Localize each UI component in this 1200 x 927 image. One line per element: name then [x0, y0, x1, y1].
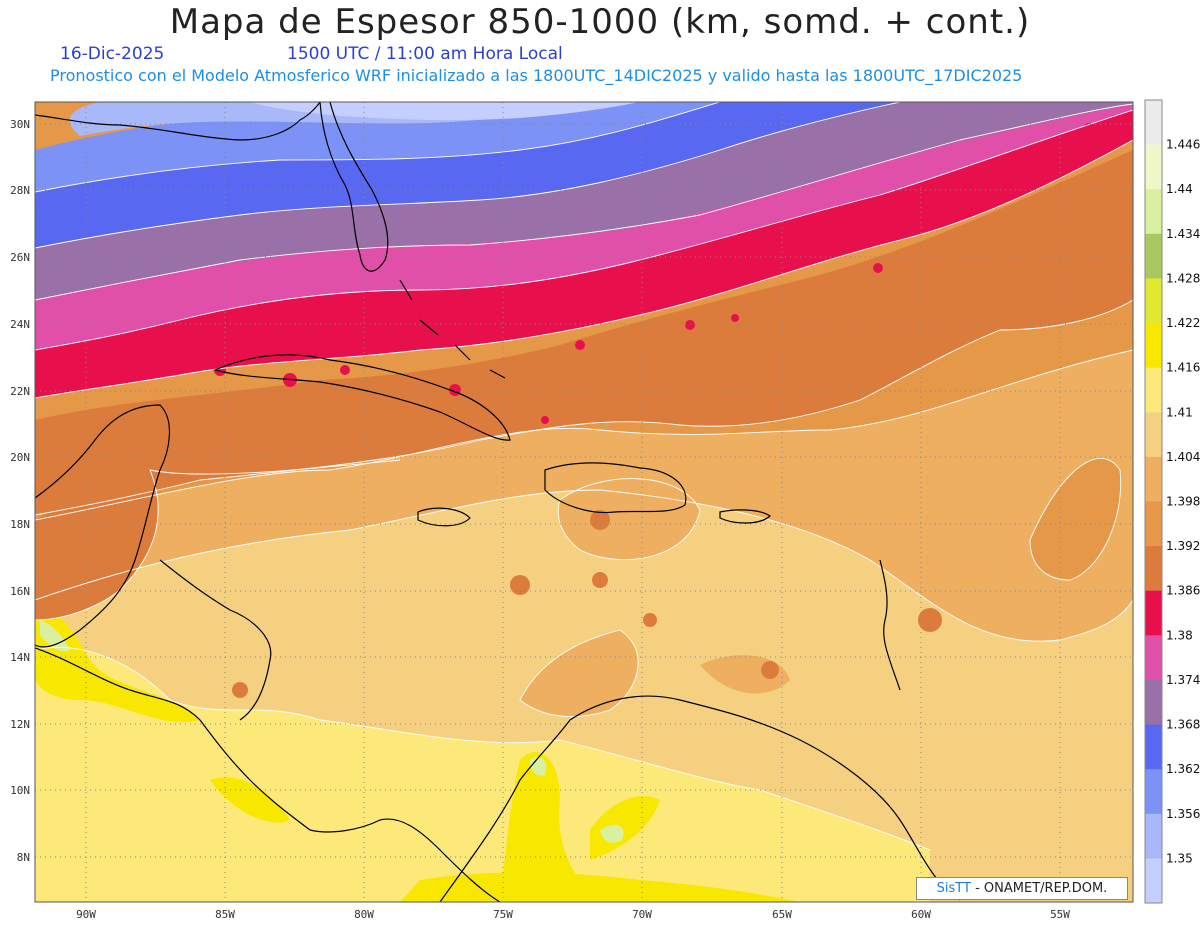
colorbar-label: 1.368: [1166, 718, 1200, 732]
colorbar-swatch: [1145, 100, 1162, 146]
map-frame: [34, 101, 1134, 903]
credit-text: - ONAMET/REP.DOM.: [975, 881, 1108, 896]
colorbar-swatch: [1145, 367, 1162, 413]
shaded-thickness: [35, 102, 1133, 902]
lon-label: 70W: [632, 908, 652, 921]
thickness-contours: [35, 102, 1133, 851]
colorbar-swatch: [1145, 724, 1162, 770]
lat-label: 10N: [10, 784, 30, 797]
colorbar-swatch: [1145, 546, 1162, 592]
colorbar-swatch: [1145, 233, 1162, 279]
colorbar-swatch: [1145, 590, 1162, 636]
lon-label: 90W: [76, 908, 96, 921]
forecast-description: Pronostico con el Modelo Atmosferico WRF…: [50, 66, 1023, 85]
colorbar-label: 1.446: [1166, 138, 1200, 152]
colorbar-label: 1.35: [1166, 851, 1193, 865]
colorbar-label: 1.404: [1166, 450, 1200, 464]
lat-label: 28N: [10, 184, 30, 197]
lon-label: 65W: [772, 908, 792, 921]
colorbar-label: 1.392: [1166, 539, 1200, 553]
colorbar-label: 1.41: [1166, 405, 1193, 419]
credit-box: SisTT - ONAMET/REP.DOM.: [916, 877, 1128, 900]
lon-label: 80W: [354, 908, 374, 921]
colorbar-label: 1.44: [1166, 182, 1193, 196]
colorbar-swatch: [1145, 501, 1162, 547]
colorbar-swatch: [1145, 278, 1162, 324]
colorbar-label: 1.356: [1166, 807, 1200, 821]
lon-label: 60W: [911, 908, 931, 921]
graticule: [35, 102, 1133, 902]
latitude-labels: 30N 28N 26N 24N 22N 20N 18N 16N 14N 12N …: [10, 118, 30, 864]
lat-label: 30N: [10, 118, 30, 131]
colorbar-label: 1.428: [1166, 271, 1200, 285]
lat-label: 20N: [10, 451, 30, 464]
colorbar-label: 1.38: [1166, 628, 1193, 642]
colorbar-swatch: [1145, 635, 1162, 681]
lon-label: 55W: [1050, 908, 1070, 921]
lat-label: 26N: [10, 251, 30, 264]
forecast-time: 1500 UTC / 11:00 am Hora Local: [287, 44, 563, 64]
lon-label: 75W: [493, 908, 513, 921]
colorbar-frame: [1144, 99, 1163, 904]
colorbar-swatch: [1145, 813, 1162, 859]
colorbar-swatch: [1145, 456, 1162, 502]
coastlines: [35, 102, 961, 902]
colorbar-label: 1.386: [1166, 584, 1200, 598]
colorbar-label: 1.434: [1166, 227, 1200, 241]
longitude-labels: 90W 85W 80W 75W 70W 65W 60W 55W: [76, 908, 1070, 921]
map-title: Mapa de Espesor 850-1000 (km, somd. + co…: [169, 2, 1031, 42]
lat-label: 22N: [10, 385, 30, 398]
forecast-date: 16-Dic-2025: [60, 44, 165, 64]
lat-label: 24N: [10, 318, 30, 331]
lat-label: 14N: [10, 651, 30, 664]
lat-label: 18N: [10, 518, 30, 531]
lon-label: 85W: [215, 908, 235, 921]
sistt-logo: SisTT: [936, 881, 971, 896]
colorbar-swatch: [1145, 769, 1162, 815]
colorbar-swatch: [1145, 412, 1162, 458]
colorbar-label: 1.362: [1166, 762, 1200, 776]
colorbar: 1.446 1.44 1.434 1.428 1.422 1.416 1.41 1.404 1.…: [1144, 99, 1200, 904]
colorbar-swatch: [1145, 144, 1162, 190]
colorbar-label: 1.374: [1166, 673, 1200, 687]
lat-label: 12N: [10, 718, 30, 731]
colorbar-swatch: [1145, 858, 1162, 904]
colorbar-label: 1.398: [1166, 495, 1200, 509]
colorbar-swatch: [1145, 323, 1162, 369]
colorbar-label: 1.422: [1166, 316, 1200, 330]
colorbar-swatch: [1145, 189, 1162, 235]
colorbar-swatch: [1145, 679, 1162, 725]
colorbar-label: 1.416: [1166, 361, 1200, 375]
lat-label: 16N: [10, 585, 30, 598]
lat-label: 8N: [17, 851, 30, 864]
